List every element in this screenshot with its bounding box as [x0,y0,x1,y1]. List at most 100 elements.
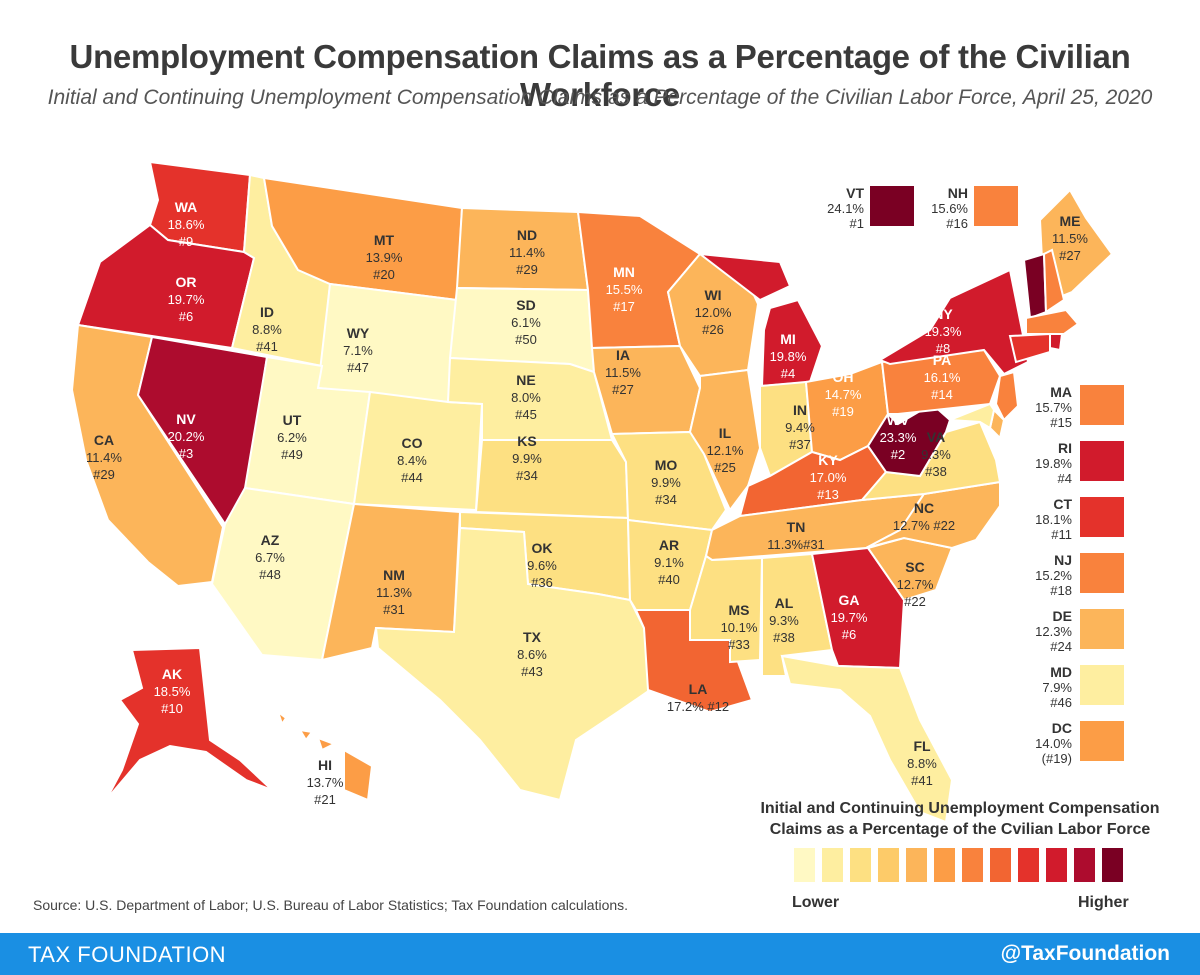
legend-low-label: Lower [792,894,840,911]
label-hi-rank: #21 [314,792,336,807]
label-wy-value: 7.1% [343,343,373,358]
label-me-value: 11.5% [1052,231,1088,246]
state-AK [105,646,273,801]
label-ca-rank: #29 [93,467,115,482]
label-pa-rank: #14 [931,387,953,402]
label-mt-abbr: MT [374,232,395,248]
callout-ct-rank: #11 [1051,527,1072,542]
state-NJ [994,370,1020,422]
callout-vt-value: 24.1% [827,201,864,216]
legend-swatches [794,848,1123,882]
label-sc-value: 12.7% [897,577,934,592]
label-ms-rank: #33 [728,637,750,652]
label-mn-rank: #17 [613,299,635,314]
label-ca-abbr: CA [94,432,114,448]
label-wv-abbr: WV [887,412,910,428]
label-ga-rank: #6 [842,627,856,642]
label-ar-value: 9.1% [654,555,684,570]
label-in-abbr: IN [793,402,807,418]
label-sc-abbr: SC [905,559,924,575]
callout-nh-rank: #16 [946,216,968,231]
label-tn-abbr: TN [787,519,806,535]
label-al-rank: #38 [773,630,795,645]
source-note: Source: U.S. Department of Labor; U.S. B… [33,897,629,913]
label-mn-value: 15.5% [606,282,643,297]
label-oh-rank: #19 [832,404,854,419]
callout-ri-rank: #4 [1057,471,1072,486]
state-IA [590,344,702,436]
label-nd-abbr: ND [517,227,537,243]
label-wi-rank: #26 [702,322,724,337]
callout-vt-rank: #1 [849,216,864,231]
callout-dc-value: 14.0% [1035,736,1072,751]
label-ne-value: 8.0% [511,390,541,405]
callout-ct-abbr: CT [1053,496,1072,512]
label-mi-value: 19.8% [770,349,807,364]
label-ky-rank: #13 [817,487,839,502]
chart-subtitle: Initial and Continuing Unemployment Comp… [47,86,1153,109]
label-ne-abbr: NE [516,372,535,388]
callout-ma-abbr: MA [1050,384,1072,400]
label-mt-value: 13.9% [366,250,403,265]
label-co-value: 8.4% [397,453,427,468]
label-ar-rank: #40 [658,572,680,587]
label-ky-value: 17.0% [810,470,847,485]
label-sd-abbr: SD [516,297,535,313]
state-WY [316,282,459,404]
label-id-value: 8.8% [252,322,282,337]
callout-nj-swatch [1080,553,1124,593]
label-ar-abbr: AR [659,537,679,553]
us-map: WA 18.6% #9 OR 19.7% #6 CA 11.4% #29 NV 20.2% #3 ID 8… [70,160,1114,824]
label-oh-abbr: OH [833,369,854,385]
callout-vt-abbr: VT [846,185,864,201]
label-sd-value: 6.1% [511,315,541,330]
label-fl-abbr: FL [913,738,931,754]
legend-swatch-9 [1018,848,1039,882]
callout-md-swatch [1080,665,1124,705]
label-wa-abbr: WA [175,199,198,215]
state-HI [276,709,374,802]
label-wy-rank: #47 [347,360,369,375]
state-CT [1008,332,1051,364]
callout-ct-value: 18.1% [1035,512,1072,527]
label-wa-rank: #9 [179,234,193,249]
label-me-rank: #27 [1059,248,1081,263]
legend-swatch-12 [1102,848,1123,882]
label-nd-rank: #29 [516,262,538,277]
callout-md-abbr: MD [1050,664,1072,680]
legend-swatch-1 [794,848,815,882]
label-pa-abbr: PA [933,352,951,368]
callout-de-abbr: DE [1052,608,1072,624]
footer-bar: TAX FOUNDATION @TaxFoundation [0,933,1200,975]
label-la-value-rank: 17.2% #12 [667,699,729,714]
legend-swatch-4 [878,848,899,882]
state-TX [374,526,652,802]
callout-ri-value: 19.8% [1035,456,1072,471]
label-me-abbr: ME [1060,213,1081,229]
callout-nj-abbr: NJ [1054,552,1072,568]
footer-brand: TAX FOUNDATION [28,942,227,967]
label-ms-abbr: MS [729,602,750,618]
label-il-value: 12.1% [707,443,744,458]
state-NH [1042,248,1066,314]
callout-de-rank: #24 [1050,639,1072,654]
state-KS [474,439,630,520]
label-ky-abbr: KY [818,452,838,468]
label-wi-value: 12.0% [695,305,732,320]
label-mi-abbr: MI [780,331,796,347]
legend-high-label: Higher [1078,894,1129,911]
label-ia-abbr: IA [616,347,630,363]
label-la-abbr: LA [689,681,708,697]
label-mn-abbr: MN [613,264,635,280]
label-ks-value: 9.9% [512,451,542,466]
label-tn-value-rank: 11.3%#31 [767,537,825,552]
label-ny-abbr: NY [933,306,953,322]
label-fl-rank: #41 [911,773,933,788]
label-ok-value: 9.6% [527,558,557,573]
label-wv-rank: #2 [891,447,905,462]
label-hi-value: 13.7% [307,775,344,790]
state-MA [1025,308,1080,335]
callout-dc-swatch [1080,721,1124,761]
label-az-rank: #48 [259,567,281,582]
label-ut-abbr: UT [283,412,302,428]
